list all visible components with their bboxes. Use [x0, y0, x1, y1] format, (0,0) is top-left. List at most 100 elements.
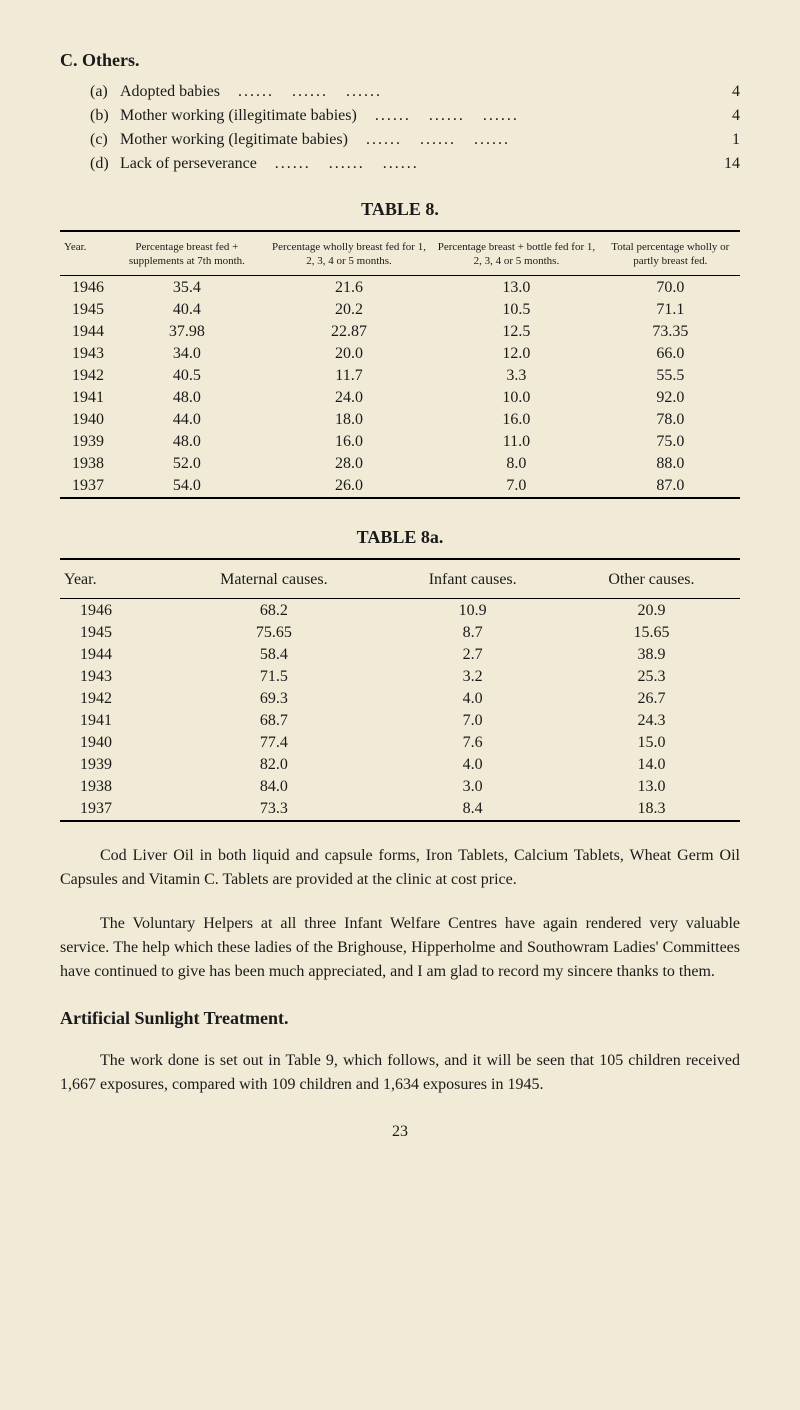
table-cell: 3.3 — [432, 365, 600, 387]
table-cell: 1937 — [60, 475, 108, 498]
table-cell: 16.0 — [266, 431, 432, 453]
table-cell: 2.7 — [382, 644, 562, 666]
table-header: Infant causes. — [382, 562, 562, 599]
table-cell: 34.0 — [108, 343, 266, 365]
table-cell: 26.7 — [563, 688, 740, 710]
table-cell: 54.0 — [108, 475, 266, 498]
paragraph-1: Cod Liver Oil in both liquid and capsule… — [60, 844, 740, 892]
list-value: 1 — [700, 131, 740, 149]
table-cell: 12.5 — [432, 321, 600, 343]
table-cell: 1941 — [60, 710, 165, 732]
table-cell: 7.0 — [432, 475, 600, 498]
list-value: 14 — [700, 155, 740, 173]
table-cell: 13.0 — [563, 776, 740, 798]
table-cell: 71.1 — [601, 299, 740, 321]
table-header: Year. — [60, 562, 165, 599]
table-cell: 1939 — [60, 754, 165, 776]
table-cell: 15.65 — [563, 622, 740, 644]
table-row: 193754.026.07.087.0 — [60, 475, 740, 498]
table-cell: 77.4 — [165, 732, 382, 754]
table-cell: 15.0 — [563, 732, 740, 754]
table-cell: 18.0 — [266, 409, 432, 431]
table8a: Year.Maternal causes.Infant causes.Other… — [60, 558, 740, 825]
table-cell: 68.2 — [165, 600, 382, 622]
table-cell: 1940 — [60, 732, 165, 754]
list-item: (a)Adopted babies ...... ...... ......4 — [90, 83, 740, 101]
table-cell: 26.0 — [266, 475, 432, 498]
table-cell: 75.0 — [601, 431, 740, 453]
page-number: 23 — [60, 1123, 740, 1141]
list-text: Lack of perseverance ...... ...... .....… — [120, 155, 700, 173]
table-cell: 8.0 — [432, 453, 600, 475]
table-cell: 84.0 — [165, 776, 382, 798]
table-cell: 3.2 — [382, 666, 562, 688]
table-cell: 10.0 — [432, 387, 600, 409]
table-cell: 7.0 — [382, 710, 562, 732]
list-marker: (b) — [90, 107, 120, 125]
table-cell: 12.0 — [432, 343, 600, 365]
table-cell: 82.0 — [165, 754, 382, 776]
list-item: (c)Mother working (legitimate babies) ..… — [90, 131, 740, 149]
table-cell: 44.0 — [108, 409, 266, 431]
table-cell: 68.7 — [165, 710, 382, 732]
table-cell: 11.7 — [266, 365, 432, 387]
table-cell: 87.0 — [601, 475, 740, 498]
table-cell: 1946 — [60, 600, 165, 622]
table-cell: 1942 — [60, 688, 165, 710]
table-row: 194668.210.920.9 — [60, 600, 740, 622]
others-list: (a)Adopted babies ...... ...... ......4(… — [60, 83, 740, 173]
list-marker: (a) — [90, 83, 120, 101]
table-cell: 1938 — [60, 776, 165, 798]
table-cell: 10.9 — [382, 600, 562, 622]
table-header: Percentage breast + bottle fed for 1, 2,… — [432, 234, 600, 275]
table-cell: 1944 — [60, 644, 165, 666]
table-cell: 48.0 — [108, 431, 266, 453]
table-cell: 11.0 — [432, 431, 600, 453]
table-cell: 20.9 — [563, 600, 740, 622]
table-row: 194575.658.715.65 — [60, 622, 740, 644]
table-row: 194458.42.738.9 — [60, 644, 740, 666]
table-row: 194371.53.225.3 — [60, 666, 740, 688]
table-cell: 37.98 — [108, 321, 266, 343]
table-row: 194437.9822.8712.573.35 — [60, 321, 740, 343]
table-cell: 24.0 — [266, 387, 432, 409]
list-text: Mother working (illegitimate babies) ...… — [120, 107, 700, 125]
table-cell: 1943 — [60, 343, 108, 365]
section-heading: C. Others. — [60, 50, 740, 71]
list-text: Adopted babies ...... ...... ...... — [120, 83, 700, 101]
list-item: (d)Lack of perseverance ...... ...... ..… — [90, 155, 740, 173]
list-marker: (d) — [90, 155, 120, 173]
table-row: 193852.028.08.088.0 — [60, 453, 740, 475]
table8-title: TABLE 8. — [60, 199, 740, 220]
table-cell: 14.0 — [563, 754, 740, 776]
table-cell: 73.3 — [165, 798, 382, 821]
sunlight-paragraph: The work done is set out in Table 9, whi… — [60, 1049, 740, 1097]
table-header: Total percentage wholly or partly breast… — [601, 234, 740, 275]
table-row: 193982.04.014.0 — [60, 754, 740, 776]
table-cell: 21.6 — [266, 277, 432, 299]
table-header: Other causes. — [563, 562, 740, 599]
table-cell: 58.4 — [165, 644, 382, 666]
table-cell: 40.5 — [108, 365, 266, 387]
table-cell: 38.9 — [563, 644, 740, 666]
list-value: 4 — [700, 83, 740, 101]
table-row: 194334.020.012.066.0 — [60, 343, 740, 365]
table-cell: 70.0 — [601, 277, 740, 299]
table-cell: 88.0 — [601, 453, 740, 475]
table-cell: 8.4 — [382, 798, 562, 821]
table-cell: 1945 — [60, 299, 108, 321]
table-cell: 1939 — [60, 431, 108, 453]
table-cell: 1943 — [60, 666, 165, 688]
table-row: 193884.03.013.0 — [60, 776, 740, 798]
table-row: 194077.47.615.0 — [60, 732, 740, 754]
table-cell: 1941 — [60, 387, 108, 409]
table8a-title: TABLE 8a. — [60, 527, 740, 548]
table-row: 194044.018.016.078.0 — [60, 409, 740, 431]
table-row: 193773.38.418.3 — [60, 798, 740, 821]
table-cell: 7.6 — [382, 732, 562, 754]
table-cell: 10.5 — [432, 299, 600, 321]
table-cell: 1937 — [60, 798, 165, 821]
table-cell: 55.5 — [601, 365, 740, 387]
table-cell: 13.0 — [432, 277, 600, 299]
table-row: 193948.016.011.075.0 — [60, 431, 740, 453]
